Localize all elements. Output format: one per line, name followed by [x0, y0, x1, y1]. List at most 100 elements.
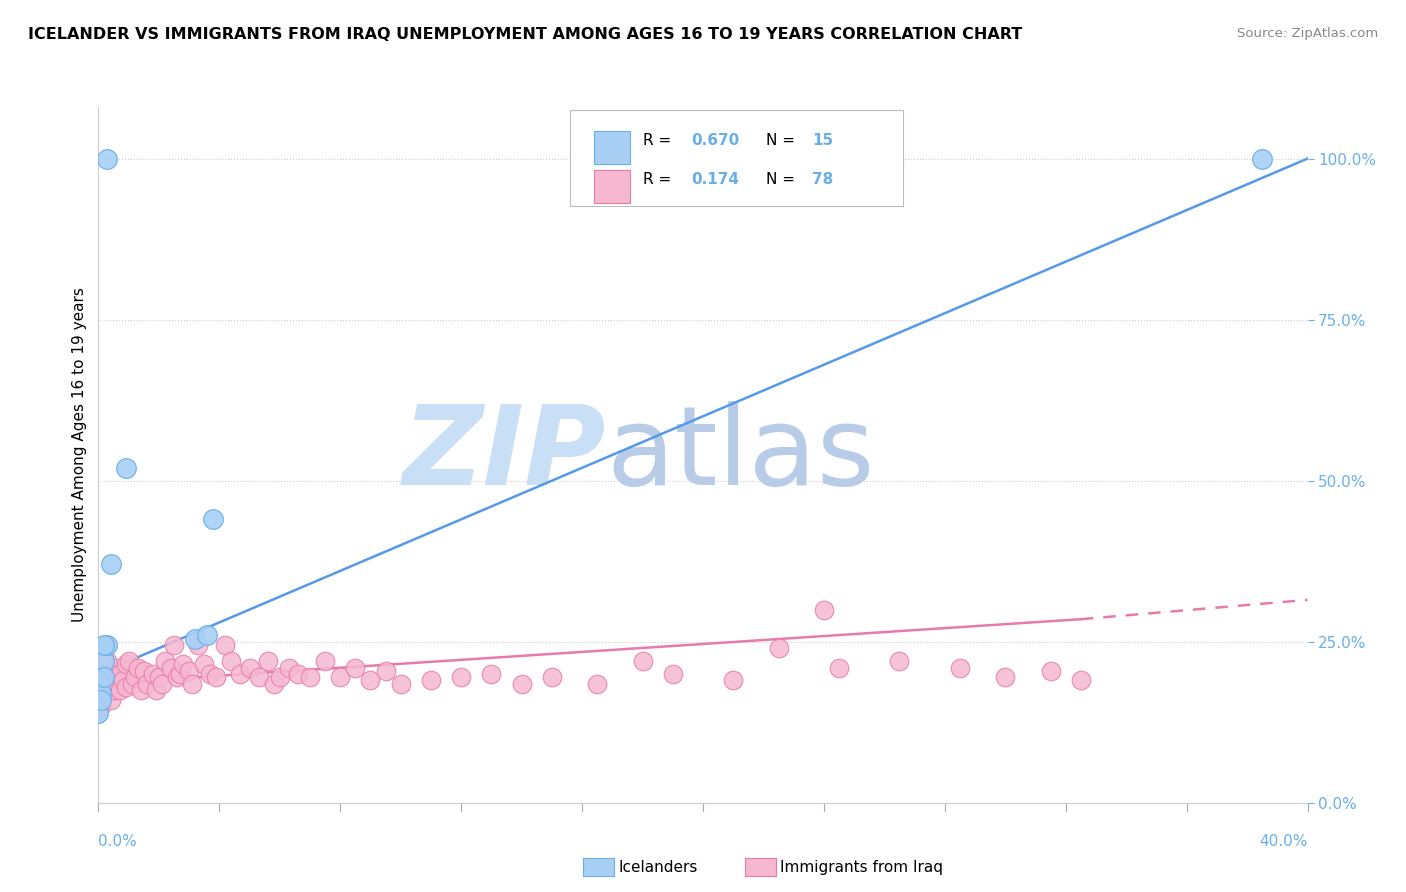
- Point: [93, 670, 115, 684]
- Text: R =: R =: [643, 172, 676, 187]
- Text: 40.0%: 40.0%: [1260, 834, 1308, 849]
- Point: [256, 654, 278, 668]
- Point: [87, 706, 110, 720]
- Point: [127, 660, 149, 674]
- Point: [205, 670, 228, 684]
- Point: [344, 660, 367, 674]
- Point: [132, 664, 155, 678]
- Point: [96, 683, 118, 698]
- Point: [374, 664, 396, 678]
- Point: [93, 654, 115, 668]
- Text: N =: N =: [766, 172, 800, 187]
- Point: [100, 692, 122, 706]
- Point: [93, 686, 115, 700]
- Point: [1039, 664, 1062, 678]
- Point: [135, 676, 157, 690]
- Point: [160, 660, 183, 674]
- Point: [540, 670, 562, 684]
- Point: [169, 667, 191, 681]
- Point: [150, 676, 173, 690]
- Point: [586, 676, 609, 690]
- Point: [221, 654, 243, 668]
- Text: 15: 15: [811, 133, 832, 148]
- Point: [1070, 673, 1092, 688]
- Point: [96, 654, 118, 668]
- Point: [661, 667, 683, 681]
- Point: [100, 673, 122, 688]
- Point: [103, 683, 125, 698]
- FancyBboxPatch shape: [569, 110, 903, 206]
- Point: [360, 673, 382, 688]
- Point: [389, 676, 412, 690]
- Point: [994, 670, 1017, 684]
- Point: [93, 667, 115, 681]
- Point: [889, 654, 911, 668]
- Point: [184, 632, 207, 646]
- Point: [179, 664, 201, 678]
- Point: [145, 683, 167, 698]
- Point: [129, 683, 152, 698]
- Point: [87, 673, 110, 688]
- Point: [277, 660, 299, 674]
- Point: [103, 660, 125, 674]
- Point: [96, 638, 118, 652]
- Point: [121, 676, 143, 690]
- Point: [828, 660, 851, 674]
- Point: [287, 667, 309, 681]
- Point: [114, 657, 136, 672]
- Point: [214, 638, 236, 652]
- Point: [247, 670, 270, 684]
- Point: [90, 686, 112, 700]
- Point: [142, 667, 165, 681]
- Point: [96, 152, 118, 166]
- Point: [187, 638, 209, 652]
- Point: [163, 638, 186, 652]
- Point: [111, 673, 134, 688]
- Point: [118, 654, 141, 668]
- Point: [202, 512, 225, 526]
- Point: [93, 676, 115, 690]
- Point: [1251, 152, 1274, 166]
- Point: [90, 667, 112, 681]
- Point: [813, 602, 835, 616]
- Point: [90, 699, 112, 714]
- Point: [105, 676, 128, 690]
- Point: [108, 667, 131, 681]
- Point: [768, 641, 790, 656]
- Text: N =: N =: [766, 133, 800, 148]
- Point: [87, 686, 110, 700]
- Point: [263, 676, 285, 690]
- Point: [90, 680, 112, 694]
- FancyBboxPatch shape: [595, 169, 630, 203]
- Point: [181, 676, 204, 690]
- Point: [299, 670, 322, 684]
- Text: 0.0%: 0.0%: [98, 834, 138, 849]
- Point: [114, 460, 136, 475]
- Point: [723, 673, 745, 688]
- Text: R =: R =: [643, 133, 676, 148]
- Point: [949, 660, 972, 674]
- Point: [108, 683, 131, 698]
- Point: [148, 670, 170, 684]
- Point: [329, 670, 352, 684]
- Text: ICELANDER VS IMMIGRANTS FROM IRAQ UNEMPLOYMENT AMONG AGES 16 TO 19 YEARS CORRELA: ICELANDER VS IMMIGRANTS FROM IRAQ UNEMPL…: [28, 27, 1022, 42]
- Text: 0.174: 0.174: [690, 172, 740, 187]
- Point: [93, 638, 115, 652]
- Point: [481, 667, 503, 681]
- Point: [450, 670, 472, 684]
- Text: Immigrants from Iraq: Immigrants from Iraq: [780, 860, 943, 874]
- Point: [631, 654, 654, 668]
- Point: [420, 673, 443, 688]
- Text: Icelanders: Icelanders: [619, 860, 697, 874]
- Point: [172, 657, 194, 672]
- Text: Source: ZipAtlas.com: Source: ZipAtlas.com: [1237, 27, 1378, 40]
- Text: ZIP: ZIP: [402, 401, 606, 508]
- Point: [166, 670, 188, 684]
- Point: [114, 680, 136, 694]
- Point: [510, 676, 533, 690]
- Point: [195, 628, 218, 642]
- Text: 0.670: 0.670: [690, 133, 740, 148]
- Point: [90, 692, 112, 706]
- Text: atlas: atlas: [606, 401, 875, 508]
- Point: [239, 660, 262, 674]
